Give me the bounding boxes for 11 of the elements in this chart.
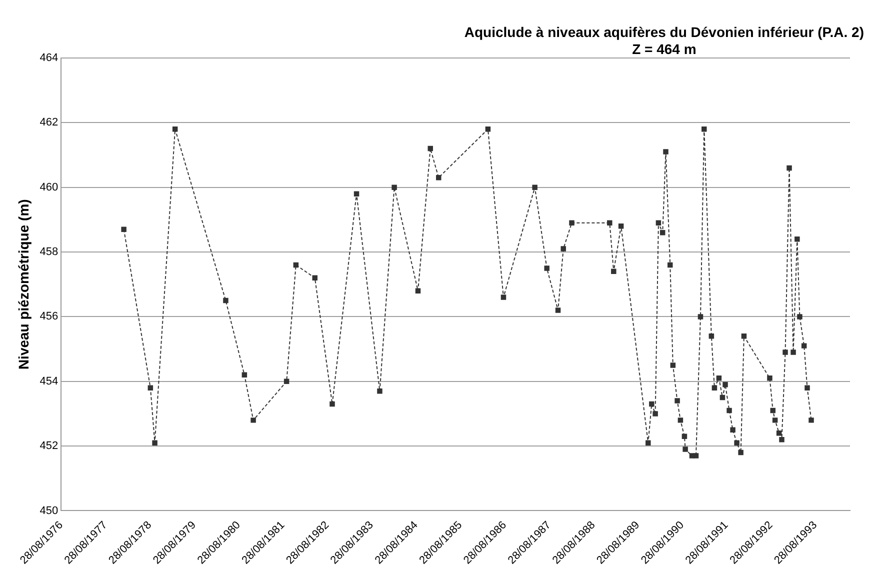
y-tick-label: 460 [40,181,58,194]
y-tick-label: 462 [40,116,58,129]
y-tick-label: 454 [40,375,58,388]
y-tick-label: 452 [40,440,58,452]
y-tick-label: 450 [40,504,58,517]
y-tick-label: 456 [40,310,58,323]
y-tick-label: 458 [40,246,58,258]
chart-title: Aquiclude à niveaux aquifères du Dévonien inférieur (P.A. 2) [464,24,864,40]
chart-subtitle: Z = 464 m [632,40,696,57]
y-tick-label: 464 [40,52,58,64]
y-axis-title: Niveau piézométrique (m) [15,199,32,370]
